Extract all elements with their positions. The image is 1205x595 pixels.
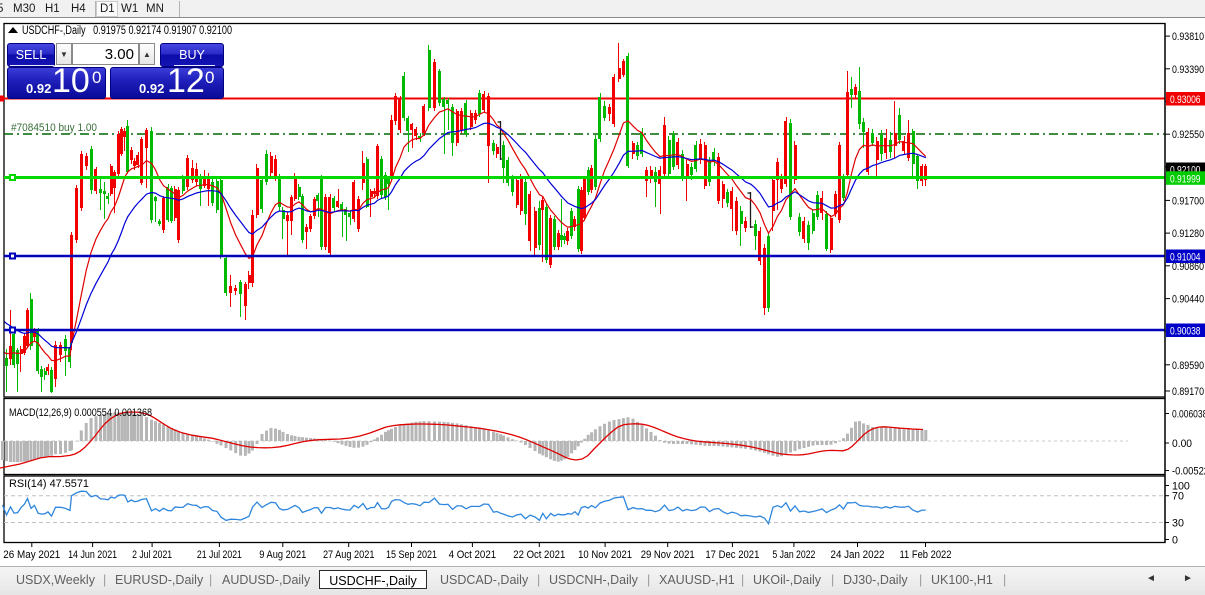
- svg-text:0.91004: 0.91004: [1170, 252, 1201, 264]
- svg-text:0.90440: 0.90440: [1172, 294, 1204, 306]
- svg-text:0.93006: 0.93006: [1170, 94, 1201, 106]
- svg-text:70: 70: [1172, 491, 1184, 503]
- svg-text:0.89590: 0.89590: [1172, 360, 1204, 372]
- svg-text:-0.00522: -0.00522: [1172, 466, 1205, 478]
- svg-text:17 Dec 2021: 17 Dec 2021: [705, 549, 759, 561]
- svg-text:0.93810: 0.93810: [1172, 31, 1204, 43]
- svg-text:4 Oct 2021: 4 Oct 2021: [449, 549, 497, 561]
- svg-text:5 Jan 2022: 5 Jan 2022: [772, 549, 815, 561]
- svg-text:15 Sep 2021: 15 Sep 2021: [386, 549, 437, 561]
- svg-text:14 Jun 2021: 14 Jun 2021: [68, 549, 117, 561]
- svg-text:0.0060388: 0.0060388: [1172, 409, 1205, 421]
- svg-text:0.93390: 0.93390: [1172, 64, 1204, 76]
- svg-text:0.89170: 0.89170: [1172, 386, 1204, 398]
- svg-text:0.90038: 0.90038: [1170, 326, 1201, 338]
- svg-text:22 Oct 2021: 22 Oct 2021: [513, 549, 565, 561]
- svg-text:#7084510 buy 1.00: #7084510 buy 1.00: [11, 122, 97, 134]
- svg-text:0.90860: 0.90860: [1172, 261, 1204, 273]
- svg-text:0.91999: 0.91999: [1170, 173, 1201, 185]
- svg-text:24 Jan 2022: 24 Jan 2022: [831, 549, 885, 561]
- svg-text:27 Aug 2021: 27 Aug 2021: [323, 549, 375, 561]
- svg-text:30: 30: [1172, 518, 1184, 530]
- svg-text:RSI(14) 47.5571: RSI(14) 47.5571: [9, 478, 89, 490]
- svg-text:21 Jul 2021: 21 Jul 2021: [197, 549, 242, 561]
- svg-text:9 Aug 2021: 9 Aug 2021: [259, 549, 306, 561]
- svg-text:0.92550: 0.92550: [1172, 129, 1204, 141]
- svg-text:11 Feb 2022: 11 Feb 2022: [900, 549, 952, 561]
- svg-text:10 Nov 2021: 10 Nov 2021: [578, 549, 632, 561]
- svg-text:0.91280: 0.91280: [1172, 228, 1204, 240]
- svg-text:0.91700: 0.91700: [1172, 195, 1204, 207]
- svg-text:MACD(12,26,9) 0.000554 0.00136: MACD(12,26,9) 0.000554 0.001368: [9, 407, 152, 419]
- svg-text:0: 0: [1172, 535, 1178, 547]
- svg-text:USDCHF-,Daily 0.91975 0.9217: USDCHF-,Daily 0.91975 0.92174 0.91907 0.…: [22, 25, 232, 37]
- svg-text:29 Nov 2021: 29 Nov 2021: [641, 549, 695, 561]
- svg-text:26 May 2021: 26 May 2021: [3, 549, 60, 561]
- svg-text:2 Jul 2021: 2 Jul 2021: [132, 549, 172, 561]
- svg-text:0.00: 0.00: [1172, 438, 1192, 450]
- svg-text:100: 100: [1172, 481, 1190, 493]
